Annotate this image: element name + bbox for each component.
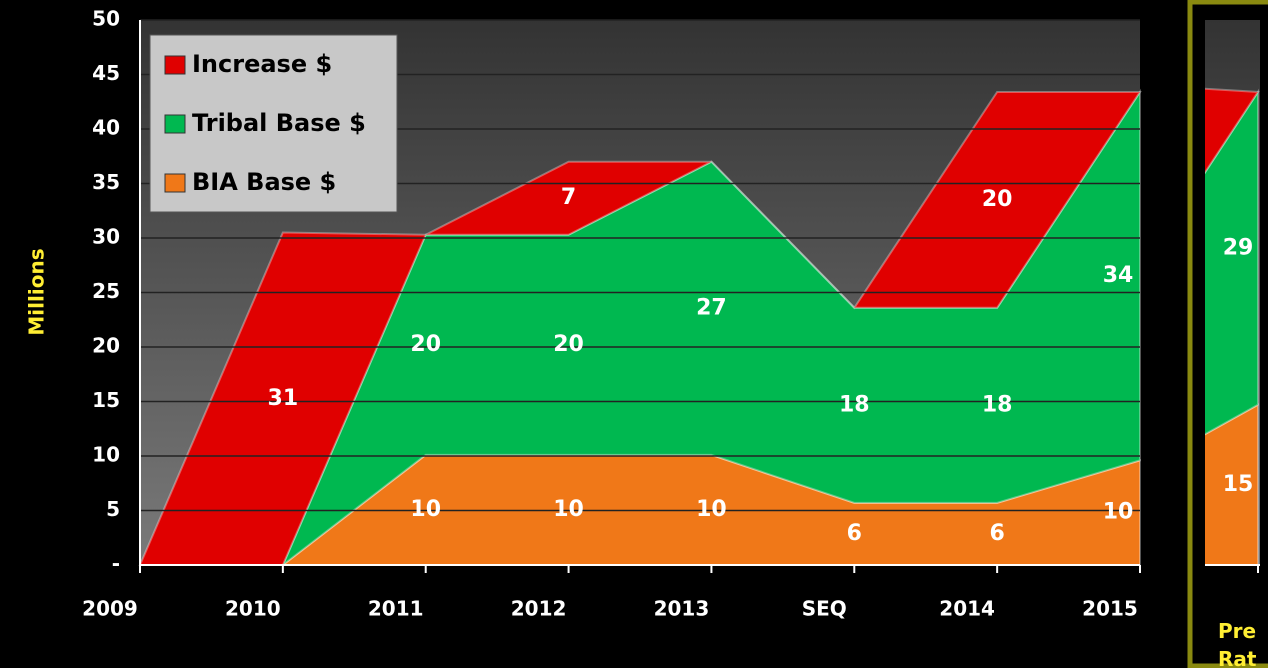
area bbox=[1205, 87, 1260, 175]
x-tick-label: 2015 bbox=[1082, 597, 1138, 621]
data-label: 18 bbox=[839, 392, 870, 417]
y-tick-label: 25 bbox=[92, 279, 120, 303]
data-label: 10 bbox=[696, 497, 727, 522]
x-tick-label: 2013 bbox=[654, 597, 710, 621]
legend-swatch bbox=[164, 55, 186, 75]
x-tick-label: 2012 bbox=[511, 597, 567, 621]
legend-swatch bbox=[164, 114, 186, 134]
legend-swatch bbox=[164, 173, 186, 193]
data-label: 10 bbox=[553, 497, 584, 522]
legend-label: Tribal Base $ bbox=[192, 109, 366, 137]
data-label: 10 bbox=[410, 497, 441, 522]
x-tick-label: 2011 bbox=[368, 597, 424, 621]
legend-box bbox=[149, 34, 398, 213]
x-tick-label: SEQ bbox=[802, 597, 847, 621]
y-tick-label: 45 bbox=[92, 61, 120, 85]
data-label: 6 bbox=[847, 521, 862, 546]
legend-label: BIA Base $ bbox=[192, 168, 336, 196]
x-tick-label-line: Rat bbox=[1218, 647, 1257, 668]
data-label: 7 bbox=[561, 185, 576, 210]
y-tick-label: 35 bbox=[92, 170, 120, 194]
x-tick-label: 2014 bbox=[939, 597, 995, 621]
data-label: 15 bbox=[1223, 472, 1254, 497]
data-label: 20 bbox=[553, 332, 584, 357]
data-label: 31 bbox=[268, 386, 299, 411]
data-label: 20 bbox=[410, 332, 441, 357]
data-label: 18 bbox=[982, 392, 1013, 417]
panel-border bbox=[1187, 0, 1268, 668]
data-label: 27 bbox=[696, 295, 727, 320]
x-tick-label: 2009 bbox=[82, 597, 138, 621]
y-tick-label: 40 bbox=[92, 116, 120, 140]
x-tick-label: Pre Rat bbox=[1218, 619, 1257, 668]
y-tick-label: - bbox=[112, 552, 120, 576]
y-tick-label: 5 bbox=[106, 497, 120, 521]
chart-body bbox=[1205, 87, 1260, 566]
chart-body bbox=[138, 88, 1142, 566]
area bbox=[1205, 88, 1259, 436]
y-tick-label: 15 bbox=[92, 388, 120, 412]
x-tick-label-line: Pre bbox=[1218, 619, 1256, 643]
data-label: 6 bbox=[989, 521, 1004, 546]
data-label: 34 bbox=[1103, 263, 1134, 288]
data-label: 29 bbox=[1223, 235, 1254, 260]
y-tick-label: 50 bbox=[92, 7, 120, 31]
y-tick-label: 20 bbox=[92, 334, 120, 358]
y-tick-label: 30 bbox=[92, 225, 120, 249]
data-label: 10 bbox=[1103, 500, 1134, 525]
x-tick-label: 2010 bbox=[225, 597, 281, 621]
area bbox=[138, 90, 1142, 566]
y-tick-label: 10 bbox=[92, 443, 120, 467]
y-axis-label: Millions bbox=[25, 248, 49, 335]
legend-label: Increase $ bbox=[192, 50, 332, 78]
data-label: 20 bbox=[982, 187, 1013, 212]
